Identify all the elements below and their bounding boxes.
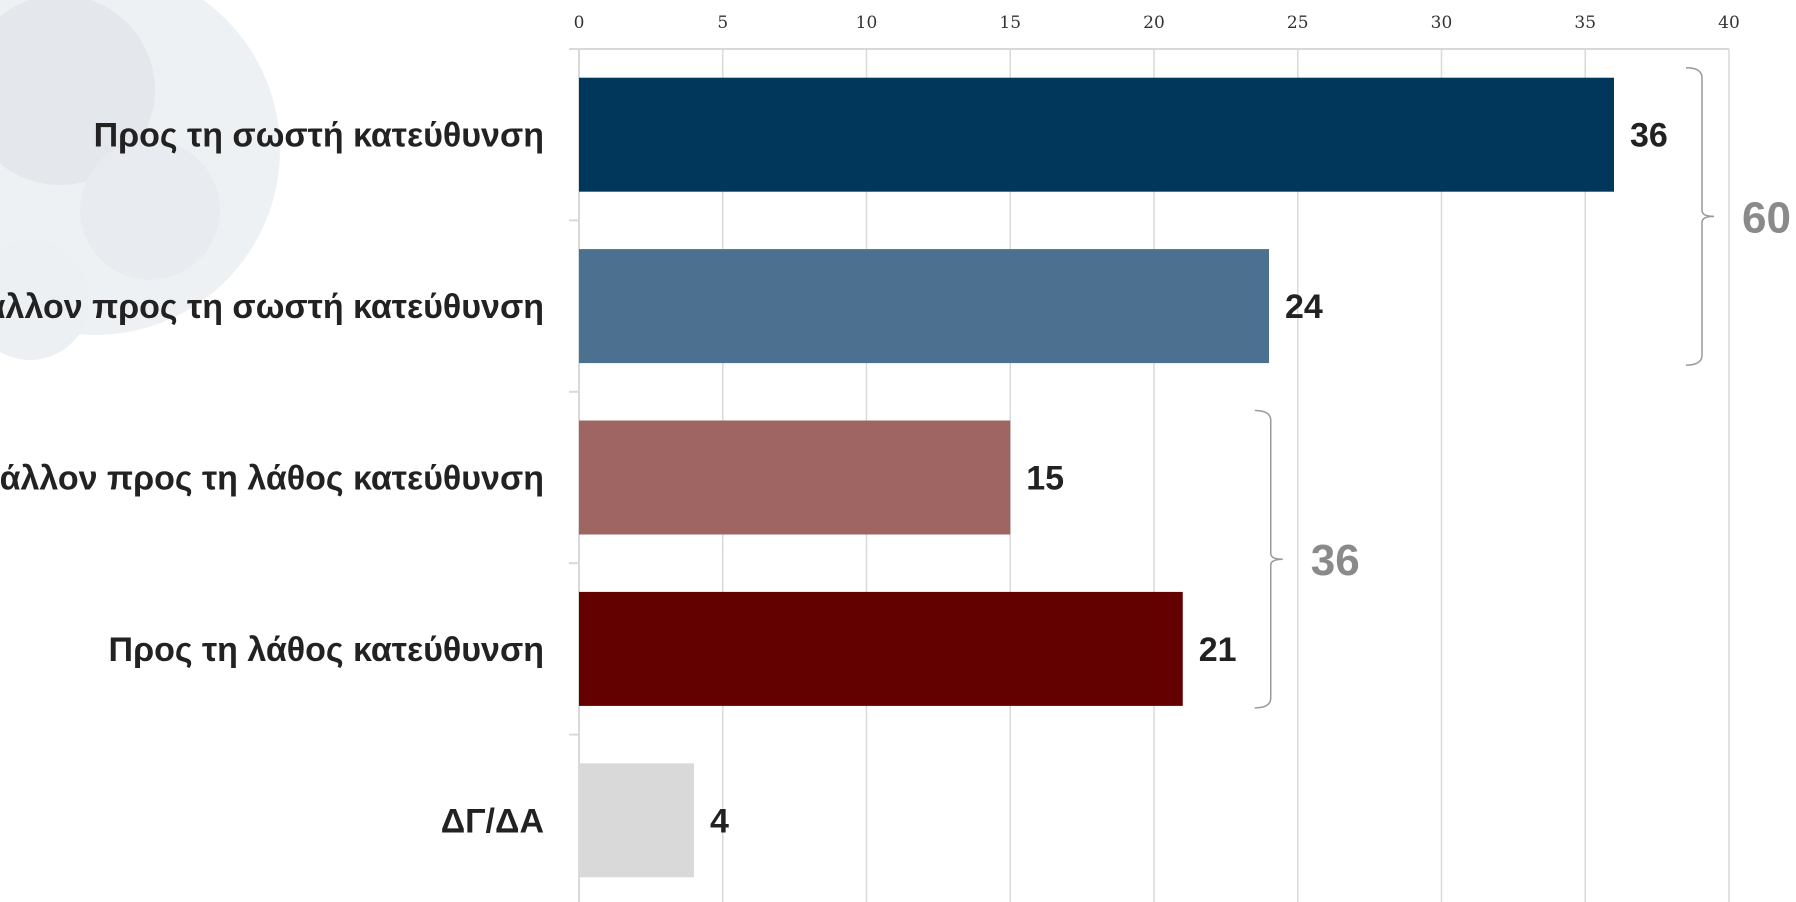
category-label: Μάλλον προς τη λάθος κατεύθυνση [0,460,544,498]
x-tick-label: 25 [1287,13,1309,33]
bar [579,591,1183,706]
category-label: Προς τη λάθος κατεύθυνση [109,631,544,669]
value-label: 24 [1285,288,1323,326]
value-label: 21 [1199,631,1237,669]
group-bracket [1685,66,1715,366]
x-tick-label: 0 [574,13,585,33]
bar [579,763,694,878]
bar [579,249,1269,364]
category-label: Μάλλον προς τη σωστή κατεύθυνση [0,288,544,326]
value-label: 15 [1026,460,1064,498]
x-tick-label: 40 [1718,13,1740,33]
group-brackets: 60 36 [1254,66,1791,709]
category-label: ΔΓ/ΔΑ [441,802,544,840]
group-bracket [1254,409,1283,709]
category-label: Προς τη σωστή κατεύθυνση [94,117,544,155]
group-total-label: 60 [1742,193,1791,242]
bars [579,77,1614,878]
bar [579,77,1614,192]
virus-watermark-decoration [0,0,280,360]
value-label: 4 [710,802,729,840]
x-tick-label: 30 [1431,13,1453,33]
x-tick-label: 35 [1574,13,1596,33]
value-label: 36 [1630,117,1668,155]
bar [579,420,1011,535]
labels: Προς τη σωστή κατεύθυνση 36 Μάλλον προς τη… [0,117,1668,841]
x-tick-label: 15 [999,13,1021,33]
group-total-label: 36 [1311,536,1360,585]
x-tick-label: 20 [1143,13,1165,33]
x-tick-label: 10 [856,13,878,33]
x-tick-label: 5 [717,13,728,33]
